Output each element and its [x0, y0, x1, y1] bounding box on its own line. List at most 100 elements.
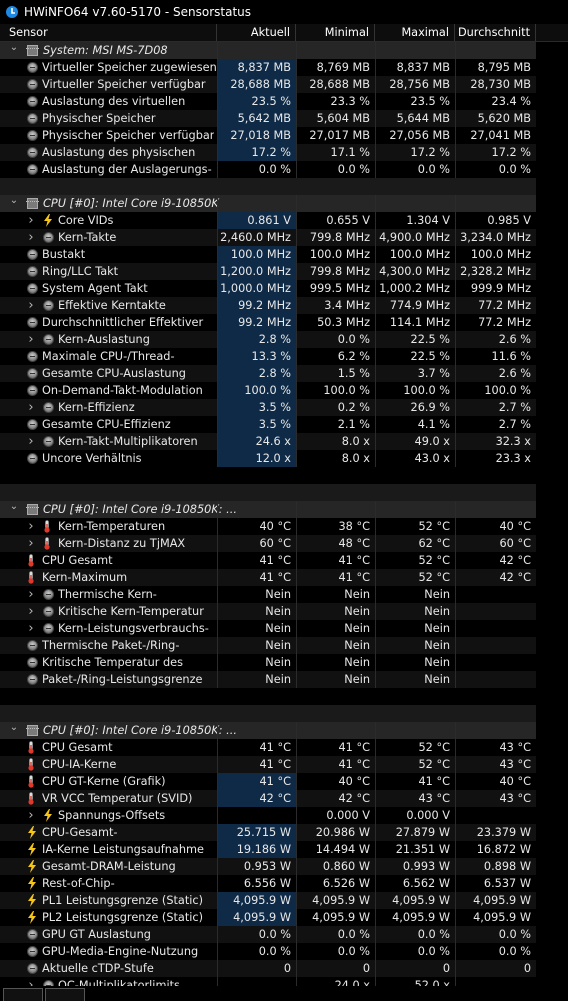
- column-header-aktuell[interactable]: Aktuell: [217, 24, 296, 41]
- sensor-row[interactable]: Virtueller Speicher verfügbar 28,688 MB 28…: [0, 76, 536, 93]
- column-header-maximal[interactable]: Maximal: [375, 24, 455, 41]
- sensor-row[interactable]: CPU-Gesamt-Leistungsaufnahme 25.715 W 20.9…: [0, 824, 536, 841]
- sensor-row[interactable]: Kritische Temperatur des Gehäus... Nein Ne…: [0, 654, 536, 671]
- sensor-row[interactable]: CPU GT-Kerne (Grafik) 41 °C 40 °C 41 °C 40 °…: [0, 773, 536, 790]
- sensor-row[interactable]: GPU GT Auslastung 0.0 % 0.0 % 0.0 % 0.0 %: [0, 926, 536, 943]
- sensor-row[interactable]: Bustakt 100.0 MHz 100.0 MHz 100.0 MHz 100.0 …: [0, 246, 536, 263]
- expand-chevron-icon[interactable]: ›: [28, 536, 34, 551]
- sensor-row[interactable]: › Kern-Takte 2,460.0 MHz 799.8 MHz 4,900.0 M…: [0, 229, 536, 246]
- column-divider: [375, 365, 376, 382]
- sensor-row[interactable]: PL1 Leistungsgrenze (Static) 4,095.9 W 4,0…: [0, 892, 536, 909]
- sensor-row[interactable]: Auslastung der Auslagerungs-Datei 0.0 % 0.…: [0, 161, 536, 178]
- collapse-chevron-icon[interactable]: ⌄: [9, 195, 19, 206]
- expand-chevron-icon[interactable]: ›: [28, 978, 34, 986]
- sensor-row[interactable]: › OC-Multiplikatorlimits 24.0 x 52.0 x: [0, 977, 536, 986]
- value-max: Nein: [424, 673, 450, 686]
- sensor-row[interactable]: › Kern-Auslastung 2.8 % 0.0 % 22.5 % 2.6 %: [0, 331, 536, 348]
- column-divider: [375, 263, 376, 280]
- sensor-row[interactable]: CPU Gesamt 41 °C 41 °C 52 °C 42 °C: [0, 552, 536, 569]
- value-avg: 100.0 %: [484, 384, 531, 397]
- sensor-group-header[interactable]: ⌄ CPU [#0]: Intel Core i9-10850K: [0, 195, 536, 212]
- column-divider: [217, 841, 218, 858]
- sensor-row[interactable]: On-Demand-Takt-Modulation 100.0 % 100.0 % 1…: [0, 382, 536, 399]
- sensor-row[interactable]: CPU Gesamt 41 °C 41 °C 52 °C 43 °C: [0, 739, 536, 756]
- sensor-row[interactable]: Maximale CPU-/Thread-Auslastung 13.3 % 6.2…: [0, 348, 536, 365]
- value-min: 100.0 %: [323, 384, 370, 397]
- value-current: 0.861 V: [217, 212, 296, 229]
- sensor-group-header[interactable]: ⌄ CPU [#0]: Intel Core i9-10850K: ...: [0, 722, 536, 739]
- sensor-row[interactable]: Rest-of-Chip-Leistungsaufnahme 6.556 W 6.5…: [0, 875, 536, 892]
- sensor-row[interactable]: › Spannungs-Offsets 0.000 V 0.000 V: [0, 807, 536, 824]
- column-divider: [296, 960, 297, 977]
- sensor-group-header[interactable]: ⌄ CPU [#0]: Intel Core i9-10850K: ...: [0, 501, 536, 518]
- sensor-group-header[interactable]: ⌄ System: MSI MS-7D08: [0, 42, 536, 59]
- expand-chevron-icon[interactable]: ›: [28, 621, 34, 636]
- sensor-row[interactable]: Paket-/Ring-Leistungsgrenze übe... Nein Ne…: [0, 671, 536, 688]
- sensor-row[interactable]: Durchschnittlicher Effektiver Takt 99.2 M…: [0, 314, 536, 331]
- expand-chevron-icon[interactable]: ›: [28, 604, 34, 619]
- sensor-row[interactable]: Auslastung des virtuellen Speichers 23.5 …: [0, 93, 536, 110]
- sensor-row[interactable]: › Kern-Distanz zu TjMAX 60 °C 48 °C 62 °C 60 …: [0, 535, 536, 552]
- sensor-row[interactable]: Physischer Speicher verwendet 5,642 MB 5,6…: [0, 110, 536, 127]
- expand-chevron-icon[interactable]: ›: [28, 587, 34, 602]
- collapse-chevron-icon[interactable]: ⌄: [9, 501, 19, 512]
- expand-chevron-icon[interactable]: ›: [28, 298, 34, 313]
- collapse-chevron-icon[interactable]: ⌄: [9, 722, 19, 733]
- sensor-row[interactable]: Gesamt-DRAM-Leistung 0.953 W 0.860 W 0.993 …: [0, 858, 536, 875]
- sensor-row[interactable]: Virtueller Speicher zugewiesen 8,837 MB 8,…: [0, 59, 536, 76]
- column-divider: [455, 144, 456, 161]
- expand-chevron-icon[interactable]: ›: [28, 400, 34, 415]
- sensor-row[interactable]: › Kern-Takt-Multiplikatoren 24.6 x 8.0 x 49.…: [0, 433, 536, 450]
- sensor-row[interactable]: IA-Kerne Leistungsaufnahme 19.186 W 14.494…: [0, 841, 536, 858]
- sensor-row[interactable]: Physischer Speicher verfügbar 27,018 MB 27…: [0, 127, 536, 144]
- circle-sensor-icon: [27, 946, 38, 957]
- column-header-minimal[interactable]: Minimal: [296, 24, 375, 41]
- sensor-row[interactable]: PL2 Leistungsgrenze (Static) 4,095.9 W 4,0…: [0, 909, 536, 926]
- value-max: 52 °C: [418, 520, 450, 533]
- value-current: Nein: [265, 588, 291, 601]
- collapse-chevron-icon[interactable]: ⌄: [9, 42, 19, 53]
- sensor-row[interactable]: Uncore Verhältnis 12.0 x 8.0 x 43.0 x 23.3 x: [0, 450, 536, 467]
- column-header-durchschnitt[interactable]: Durchschnitt: [455, 24, 536, 41]
- column-divider: [217, 552, 218, 569]
- sensor-row[interactable]: GPU-Media-Engine-Nutzung 0.0 % 0.0 % 0.0 % 0…: [0, 943, 536, 960]
- toolbar-button-1[interactable]: [3, 988, 43, 1001]
- sensor-label: Durchschnittlicher Effektiver Takt: [42, 316, 204, 329]
- sensor-row[interactable]: › Kern-Temperaturen 40 °C 38 °C 52 °C 40 °C: [0, 518, 536, 535]
- expand-chevron-icon[interactable]: ›: [28, 434, 34, 449]
- column-header-sensor[interactable]: Sensor: [0, 24, 217, 41]
- expand-chevron-icon[interactable]: ›: [28, 332, 34, 347]
- toolbar-button-2[interactable]: [45, 988, 85, 1001]
- sensor-row[interactable]: CPU-IA-Kerne 41 °C 41 °C 52 °C 43 °C: [0, 756, 536, 773]
- value-avg: 2.7 %: [498, 418, 531, 431]
- scroll-area[interactable]: [536, 42, 568, 986]
- sensor-row[interactable]: Auslastung des physischen Speic... 17.2 %…: [0, 144, 536, 161]
- sensor-row[interactable]: › Kern-Effizienz 3.5 % 0.2 % 26.9 % 2.7 %: [0, 399, 536, 416]
- sensor-row[interactable]: Gesamte CPU-Effizienz 3.5 % 2.1 % 4.1 % 2.7 …: [0, 416, 536, 433]
- column-divider: [455, 246, 456, 263]
- sensor-row[interactable]: Kern-Maximum 41 °C 41 °C 52 °C 42 °C: [0, 569, 536, 586]
- expand-chevron-icon[interactable]: ›: [28, 519, 34, 534]
- sensor-label: OC-Multiplikatorlimits: [58, 979, 180, 986]
- expand-chevron-icon[interactable]: ›: [28, 808, 34, 823]
- sensor-list[interactable]: ⌄ System: MSI MS-7D08 Virtueller Speicher …: [0, 42, 536, 986]
- sensor-row[interactable]: › Core VIDs 0.861 V 0.655 V 1.304 V 0.985 V: [0, 212, 536, 229]
- value-avg: 6.537 W: [483, 877, 531, 890]
- value-max: 100.0 MHz: [389, 248, 450, 261]
- sensor-row[interactable]: Thermische Paket-/Ring-Drosselung Nein Nei…: [0, 637, 536, 654]
- expand-chevron-icon[interactable]: ›: [28, 213, 34, 228]
- value-min: 0: [362, 962, 370, 975]
- expand-chevron-icon[interactable]: ›: [28, 230, 34, 245]
- sensor-row[interactable]: VR VCC Temperatur (SVID) 42 °C 42 °C 43 °C 4…: [0, 790, 536, 807]
- sensor-row[interactable]: › Kritische Kern-Temperatur Nein Nein Nein: [0, 603, 536, 620]
- sensor-row[interactable]: Ring/LLC Takt 1,200.0 MHz 799.8 MHz 4,300.0…: [0, 263, 536, 280]
- sensor-row[interactable]: Gesamte CPU-Auslastung 2.8 % 1.5 % 3.7 % 2.6…: [0, 365, 536, 382]
- value-min: 0.860 W: [322, 860, 370, 873]
- sensor-row[interactable]: › Kern-Leistungsverbrauchs-Li... Nein Nein N…: [0, 620, 536, 637]
- value-current: 28,688 MB: [217, 76, 296, 93]
- sensor-row[interactable]: › Thermische Kern-Drosselung Nein Nein Nein: [0, 586, 536, 603]
- sensor-row[interactable]: › Effektive Kerntakte 99.2 MHz 3.4 MHz 774.9…: [0, 297, 536, 314]
- sensor-row[interactable]: System Agent Takt 1,000.0 MHz 999.5 MHz 1,0…: [0, 280, 536, 297]
- value-current: 4,095.9 W: [217, 909, 296, 926]
- sensor-row[interactable]: Aktuelle cTDP-Stufe 0 0 0 0: [0, 960, 536, 977]
